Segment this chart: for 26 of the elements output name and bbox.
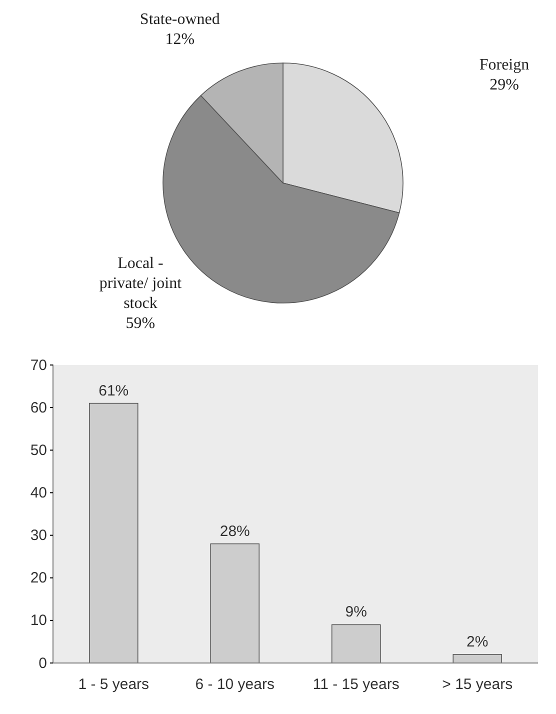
x-tick-label: 6 - 10 years: [195, 676, 274, 693]
y-tick-label: 60: [30, 399, 47, 416]
y-tick-label: 50: [30, 442, 47, 459]
data-label: 12%: [165, 31, 195, 48]
y-tick-label: 70: [30, 356, 47, 374]
data-label: 59%: [126, 315, 156, 332]
bar: [210, 543, 260, 664]
x-tick-label: 11 - 15 years: [312, 676, 400, 693]
y-tick-label: 20: [30, 570, 47, 587]
y-tick-label: 10: [30, 612, 47, 630]
y-tick-label: 40: [30, 484, 47, 502]
data-label: 9%: [345, 604, 367, 621]
x-tick-label: > 15 years: [442, 676, 513, 693]
bar: [452, 654, 502, 664]
bar: [331, 624, 381, 664]
x-tick-label: 1 - 5 years: [78, 676, 150, 693]
slice-label: State-owned: [140, 11, 220, 28]
slice-label: Local - private/ joint stock: [99, 255, 182, 312]
data-label: 29%: [490, 76, 519, 94]
data-label: 61%: [98, 382, 129, 400]
data-label: 28%: [220, 522, 250, 540]
y-tick-label: 0: [38, 654, 47, 672]
bar: [88, 402, 138, 664]
data-label: 2%: [466, 633, 488, 650]
slice-label: Foreign: [479, 56, 530, 74]
y-tick-label: 30: [30, 527, 47, 544]
